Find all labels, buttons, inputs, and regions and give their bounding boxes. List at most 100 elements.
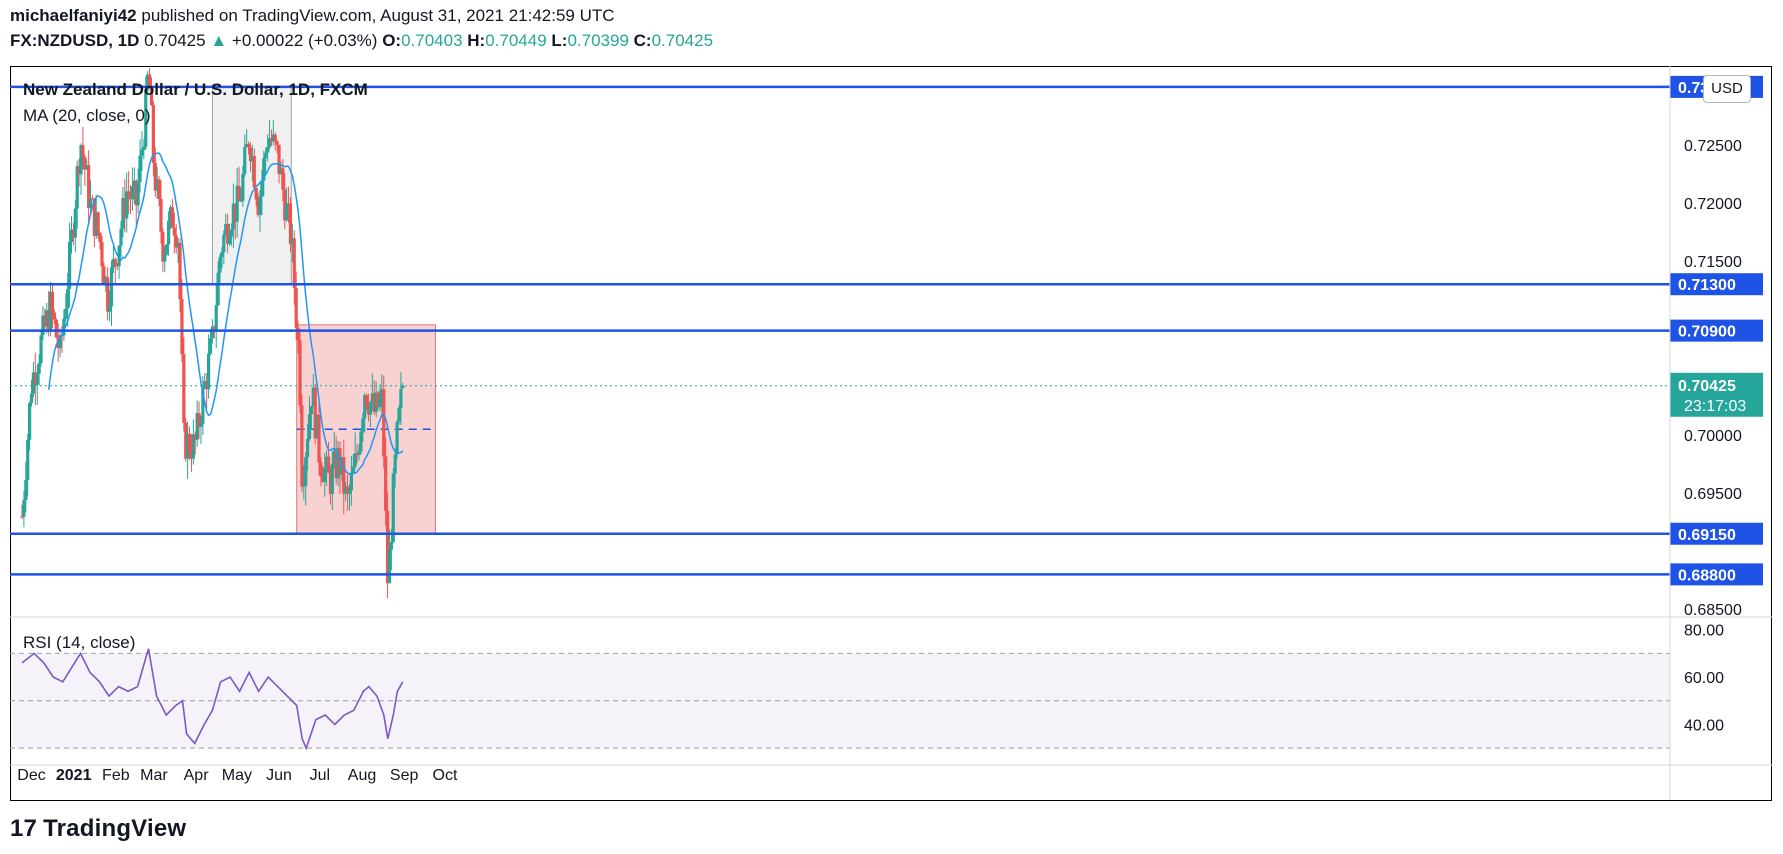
rsi-tick-label: 80.00 bbox=[1684, 623, 1724, 640]
ma-legend[interactable]: MA (20, close, 0) bbox=[23, 106, 151, 125]
candle-body bbox=[237, 185, 241, 201]
candle-body bbox=[109, 267, 114, 307]
published-text: published on TradingView.com, August 31,… bbox=[141, 6, 615, 25]
candle-body bbox=[351, 466, 355, 474]
candle-body bbox=[256, 199, 260, 215]
candle-body bbox=[391, 473, 395, 543]
candle-body bbox=[294, 288, 298, 328]
candle-body bbox=[134, 180, 138, 206]
candle-body bbox=[254, 187, 258, 200]
candle-body bbox=[100, 242, 104, 267]
candle-body bbox=[79, 145, 83, 175]
price-tick-label: 0.70000 bbox=[1684, 428, 1742, 445]
tradingview-logo[interactable]: 17 TradingView bbox=[10, 815, 186, 843]
candle-body bbox=[41, 315, 45, 336]
candle-body bbox=[365, 395, 369, 407]
candle-body bbox=[304, 457, 308, 486]
candle-body bbox=[184, 422, 188, 459]
candle-body bbox=[229, 229, 234, 237]
candle-body bbox=[115, 264, 119, 267]
level-tag-label: 0.70900 bbox=[1678, 324, 1736, 341]
candle-body bbox=[28, 403, 32, 440]
candle-body bbox=[92, 198, 96, 236]
candle-body bbox=[96, 212, 100, 234]
candle-body bbox=[216, 272, 220, 306]
candle-body bbox=[83, 157, 87, 170]
candle-body bbox=[94, 212, 98, 236]
candle-body bbox=[199, 423, 203, 427]
chart-frame[interactable] bbox=[10, 66, 1772, 801]
candle-body bbox=[245, 143, 249, 147]
candle-body bbox=[142, 146, 146, 150]
candle-body bbox=[399, 389, 403, 409]
candle-body bbox=[107, 306, 112, 312]
candle-body bbox=[187, 433, 192, 454]
time-tick-label: Mar bbox=[140, 767, 168, 784]
currency-button[interactable]: USD bbox=[1703, 75, 1751, 103]
price-tick-label: 0.72500 bbox=[1684, 138, 1742, 155]
candle-body bbox=[33, 372, 37, 385]
candle-body bbox=[201, 387, 205, 424]
level-tag-label: 0.71300 bbox=[1678, 277, 1736, 294]
candle-body bbox=[397, 408, 401, 422]
rsi-tick-label: 40.00 bbox=[1684, 717, 1724, 734]
candle-body bbox=[334, 450, 338, 479]
candle-body bbox=[191, 434, 195, 459]
candle-body bbox=[186, 433, 190, 459]
candle-body bbox=[345, 486, 350, 494]
chart-title: New Zealand Dollar / U.S. Dollar, 1D, FX… bbox=[23, 80, 368, 99]
candle-body bbox=[315, 414, 319, 439]
candle-body bbox=[104, 277, 108, 284]
candle-body bbox=[340, 457, 344, 475]
candle-body bbox=[313, 387, 317, 439]
candle-body bbox=[48, 291, 53, 332]
time-tick-label: 2021 bbox=[56, 767, 92, 784]
candle-body bbox=[264, 152, 268, 159]
candle-body bbox=[285, 203, 289, 221]
candle-body bbox=[372, 393, 376, 412]
last-price: 0.70425 bbox=[144, 31, 206, 50]
candle-body bbox=[138, 155, 142, 183]
candle-body bbox=[106, 277, 110, 312]
candle-body bbox=[205, 381, 209, 390]
candle-body bbox=[298, 340, 302, 406]
price-tick-label: 0.68500 bbox=[1684, 602, 1742, 619]
candle-body bbox=[353, 453, 357, 467]
candle-body bbox=[178, 242, 182, 300]
rsi-legend[interactable]: RSI (14, close) bbox=[23, 633, 136, 652]
candle-body bbox=[220, 252, 224, 258]
candle-body bbox=[262, 158, 266, 181]
candle-body bbox=[401, 385, 405, 389]
price-tick-label: 0.69500 bbox=[1684, 486, 1742, 503]
candle-body bbox=[168, 207, 173, 221]
candle-body bbox=[182, 354, 186, 423]
candle-body bbox=[212, 326, 216, 331]
candle-body bbox=[248, 147, 253, 162]
candle-body bbox=[174, 235, 178, 248]
candle-body bbox=[45, 310, 49, 327]
candle-body bbox=[113, 259, 117, 265]
candle-body bbox=[342, 457, 346, 494]
candle-body bbox=[239, 200, 243, 202]
candle-body bbox=[235, 185, 239, 222]
level-tag-label: 0.69150 bbox=[1678, 527, 1736, 544]
candle-body bbox=[222, 234, 226, 253]
candle-body bbox=[29, 393, 34, 404]
candle-body bbox=[321, 476, 325, 483]
candle-body bbox=[69, 229, 74, 242]
author-name[interactable]: michaelfaniyi42 bbox=[10, 6, 137, 25]
level-tag bbox=[1670, 522, 1763, 545]
candle-body bbox=[288, 203, 293, 245]
countdown-label: 23:17:03 bbox=[1684, 398, 1746, 415]
candle-body bbox=[349, 473, 353, 491]
high-value: 0.70449 bbox=[485, 31, 547, 50]
publish-line: michaelfaniyi42 published on TradingView… bbox=[10, 6, 615, 26]
tradingview-logo-icon: 17 bbox=[10, 815, 38, 842]
candle-body bbox=[279, 168, 283, 175]
candle-body bbox=[52, 312, 56, 320]
candle-body bbox=[117, 245, 121, 267]
price-tick-label: 0.72000 bbox=[1684, 196, 1742, 213]
time-tick-label: Sep bbox=[390, 767, 419, 784]
time-tick-label: Dec bbox=[17, 767, 45, 784]
